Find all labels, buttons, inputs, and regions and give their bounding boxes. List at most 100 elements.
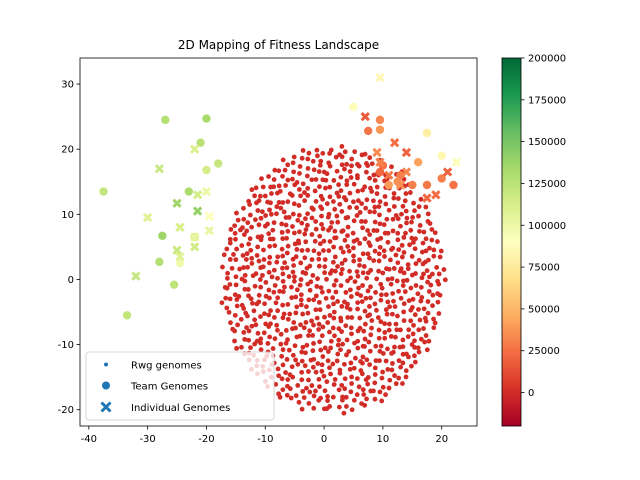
rwg-genome-point [331, 382, 337, 387]
rwg-genome-point [368, 332, 374, 338]
rwg-genome-point [298, 322, 303, 328]
rwg-genome-point [389, 276, 395, 282]
rwg-genome-point [350, 230, 356, 236]
rwg-genome-point [258, 284, 264, 290]
rwg-genome-point [403, 230, 408, 236]
rwg-genome-point [298, 292, 304, 298]
rwg-genome-point [400, 283, 406, 288]
rwg-genome-point [404, 277, 410, 283]
rwg-genome-point [303, 239, 309, 245]
rwg-genome-point [395, 313, 400, 319]
rwg-genome-point [362, 236, 368, 242]
rwg-genome-point [285, 302, 291, 307]
rwg-genome-point [295, 361, 301, 367]
rwg-genome-point [345, 214, 351, 220]
team-genome-point [408, 180, 417, 190]
rwg-genome-point [265, 341, 271, 346]
rwg-genome-point [327, 239, 333, 244]
rwg-genome-point [310, 348, 316, 354]
rwg-genome-point [390, 216, 396, 222]
rwg-genome-point [287, 386, 293, 392]
rwg-genome-point [376, 204, 382, 209]
rwg-genome-point [281, 209, 287, 215]
rwg-genome-point [283, 370, 288, 375]
rwg-genome-point [294, 334, 300, 340]
rwg-genome-point [359, 371, 365, 377]
rwg-genome-point [314, 315, 320, 321]
rwg-genome-point [362, 184, 368, 190]
rwg-genome-point [380, 270, 386, 276]
rwg-genome-point [263, 321, 269, 327]
rwg-genome-point [244, 251, 250, 257]
colorbar-tick-label: 125000 [528, 179, 566, 190]
rwg-genome-point [392, 344, 397, 350]
rwg-genome-point [362, 336, 368, 342]
rwg-genome-point [227, 296, 233, 302]
rwg-genome-point [338, 347, 343, 353]
rwg-genome-point [412, 338, 417, 344]
rwg-genome-point [355, 273, 361, 279]
rwg-genome-point [327, 194, 333, 200]
rwg-genome-point [233, 282, 239, 288]
rwg-genome-point [345, 233, 350, 239]
individual-genome-point [451, 157, 462, 167]
rwg-genome-point [383, 392, 388, 398]
individual-genome-point [360, 111, 370, 122]
team-genome-point [214, 159, 223, 168]
rwg-genome-point [272, 167, 278, 173]
rwg-genome-point [347, 268, 352, 274]
rwg-genome-point [255, 330, 261, 336]
rwg-genome-point [343, 323, 349, 329]
rwg-genome-point [431, 316, 436, 322]
individual-genome-point [172, 198, 182, 208]
rwg-genome-point [423, 318, 429, 324]
rwg-genome-point [247, 236, 253, 242]
rwg-genome-point [279, 376, 285, 382]
rwg-genome-point [222, 284, 228, 290]
rwg-genome-point [356, 384, 362, 390]
rwg-genome-point [290, 352, 296, 358]
rwg-genome-point [268, 308, 273, 313]
rwg-genome-point [305, 193, 311, 198]
rwg-genome-point [382, 330, 388, 335]
rwg-genome-point [261, 330, 267, 336]
x-tick-label: 10 [377, 434, 390, 445]
rwg-genome-point [319, 368, 325, 374]
rwg-genome-point [436, 271, 442, 277]
plot-points [99, 72, 462, 416]
rwg-genome-point [298, 277, 304, 282]
rwg-genome-point [349, 156, 355, 162]
rwg-genome-point [263, 293, 269, 299]
rwg-genome-point [406, 298, 412, 304]
rwg-genome-point [367, 175, 373, 181]
rwg-genome-point [399, 242, 405, 248]
rwg-genome-point [314, 284, 320, 289]
rwg-genome-point [334, 213, 340, 219]
rwg-genome-point [430, 271, 435, 277]
rwg-genome-point [427, 274, 432, 280]
rwg-genome-point [371, 258, 377, 263]
rwg-genome-point [367, 348, 373, 354]
rwg-genome-point [437, 254, 443, 260]
rwg-genome-point [349, 163, 354, 169]
rwg-genome-point [227, 236, 233, 242]
rwg-genome-point [225, 270, 231, 276]
rwg-genome-point [320, 324, 326, 330]
rwg-genome-point [363, 219, 368, 224]
rwg-genome-point [336, 182, 341, 188]
rwg-genome-point [232, 230, 238, 236]
rwg-genome-point [330, 325, 336, 331]
rwg-genome-point [421, 306, 427, 312]
rwg-genome-point [280, 271, 286, 277]
rwg-genome-point [359, 201, 365, 207]
rwg-genome-point [278, 205, 284, 211]
rwg-genome-point [416, 257, 422, 263]
rwg-genome-point [364, 357, 370, 363]
rwg-genome-point [287, 311, 293, 317]
rwg-genome-point [382, 335, 388, 341]
rwg-genome-point [335, 351, 341, 357]
rwg-genome-point [416, 307, 421, 312]
rwg-genome-point [258, 314, 263, 320]
rwg-genome-point [275, 295, 281, 301]
rwg-genome-point [267, 243, 273, 249]
